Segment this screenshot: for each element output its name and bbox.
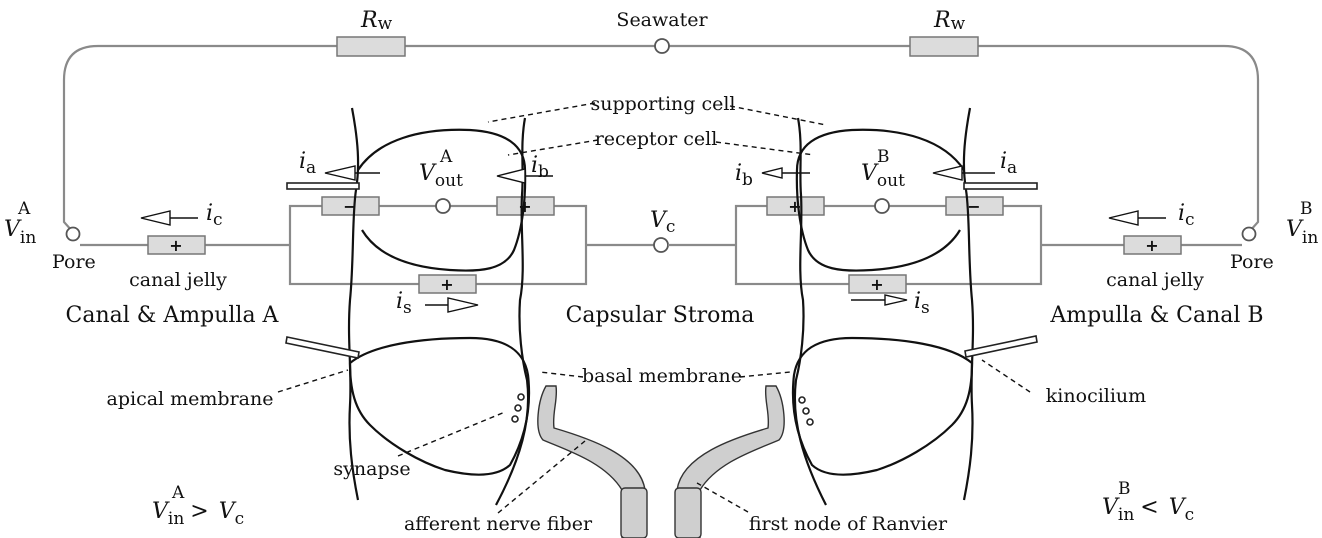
sign-stroma-b: + (870, 275, 883, 294)
leader-apical-membrane (277, 369, 349, 393)
apical-bar-b (963, 182, 1038, 190)
label-ia-right: ia (1000, 149, 1017, 178)
leader-supporting-cell-right (729, 105, 827, 126)
label-ampulla-canal-b: Ampulla & Canal B (1049, 303, 1263, 328)
label-supporting-cell: supporting cell (590, 93, 735, 115)
label-afferent-nerve-fiber: afferent nerve fiber (404, 513, 593, 535)
stroma-resistor-b (848, 274, 907, 294)
basal-cell-a (348, 336, 531, 476)
node-of-ranvier-b (674, 487, 702, 538)
cell-boundary-right-outer (962, 107, 975, 501)
arrow-is-b-head (884, 294, 908, 306)
label-ic-right: ic (1178, 201, 1195, 230)
synapse-vesicle-a3 (511, 415, 519, 423)
label-vc: Vc (650, 208, 675, 237)
apical-resistor-b (945, 196, 1004, 216)
node-of-ranvier-a (620, 487, 648, 538)
arrow-ic-left-head (140, 210, 171, 226)
leader-receptor-cell-left (507, 139, 599, 156)
label-vout-a-sup: A (439, 147, 453, 167)
arrow-ib-b-head (761, 167, 783, 179)
label-basal-membrane: basal membrane (582, 365, 742, 387)
label-is-left: is (396, 289, 412, 318)
seawater-node (654, 38, 670, 54)
synapse-vesicle-a2 (514, 404, 522, 412)
leader-kinocilium (981, 359, 1031, 393)
label-canal-ampulla-a: Canal & Ampulla A (66, 303, 280, 328)
label-vout-a: Vout (419, 161, 463, 191)
label-vin-b-ineq: Vin < Vc (1102, 495, 1194, 525)
cell-boundary-right-inner (793, 117, 827, 506)
leader-basal-membrane-left (539, 371, 584, 378)
label-vin-a-ineq: Vin > Vc (152, 499, 244, 529)
label-pore-right: Pore (1230, 251, 1274, 273)
label-synapse: synapse (333, 458, 410, 480)
sign-canal-jelly-right: + (1145, 236, 1158, 255)
canal-jelly-resistor-left (147, 235, 206, 255)
label-vin-b-ineq-sup: B (1118, 479, 1131, 499)
receptor-cell-a (357, 128, 527, 272)
label-first-node-ranvier: first node of Ranvier (749, 513, 948, 535)
receptor-cell-b (795, 128, 965, 272)
label-ia-left: ia (299, 149, 316, 178)
leader-first-node (696, 482, 749, 513)
label-canal-jelly-left: canal jelly (129, 269, 227, 291)
synapse-vesicle-a1 (517, 393, 525, 401)
label-is-right: is (914, 289, 930, 318)
label-ib-left: ib (531, 153, 549, 182)
arrow-is-a-head (447, 297, 479, 313)
seawater-resistor-right (909, 36, 979, 57)
label-vin-a-ineq-sup: A (171, 483, 185, 503)
synapse-vesicle-b3 (806, 418, 814, 426)
canal-jelly-resistor-right (1123, 235, 1182, 255)
basal-cell-b (791, 336, 974, 476)
vout-node-a (435, 198, 451, 214)
label-apical-membrane: apical membrane (107, 388, 274, 410)
vout-node-b (874, 198, 890, 214)
leader-basal-membrane-right (739, 371, 791, 378)
label-pore-left: Pore (52, 251, 96, 273)
label-vin-b: Vin (1286, 217, 1318, 248)
label-seawater: Seawater (616, 9, 708, 31)
leader-receptor-cell-right (715, 141, 815, 156)
apical-bar-a (286, 182, 360, 190)
label-vout-b: Vout (861, 161, 905, 191)
label-vin-a-sup: A (17, 199, 31, 219)
label-ic-left: ic (206, 201, 223, 230)
pore-node-right (1241, 226, 1257, 242)
sign-apical-b: − (967, 197, 980, 216)
synapse-vesicle-b2 (802, 407, 810, 415)
kinocilium-a (285, 336, 360, 359)
label-ib-right: ib (735, 161, 753, 190)
vc-node (653, 237, 669, 253)
arrow-ia-head (324, 165, 356, 181)
label-vin-a: Vin (4, 217, 36, 248)
label-kinocilium: kinocilium (1046, 385, 1146, 407)
apical-resistor-a (321, 196, 380, 216)
label-receptor-cell: receptor cell (595, 128, 718, 150)
label-capsular-stroma: Capsular Stroma (566, 303, 755, 328)
sign-canal-jelly-left: + (169, 236, 182, 255)
label-rw-right: Rw (933, 8, 966, 34)
leader-afferent-nerve (497, 440, 586, 514)
sign-stroma-a: + (440, 275, 453, 294)
kinocilium-b (964, 335, 1038, 358)
leader-synapse (397, 411, 506, 457)
label-canal-jelly-right: canal jelly (1106, 269, 1204, 291)
arrow-ia-b-head (932, 165, 963, 181)
pore-node-left (65, 226, 81, 242)
label-vin-b-sup: B (1300, 199, 1313, 219)
stroma-resistor-a (418, 274, 477, 294)
label-vout-b-sup: B (877, 147, 890, 167)
left-box-wire (288, 204, 588, 286)
arrow-ib-head (496, 168, 526, 184)
basal-resistor-b (766, 196, 825, 216)
seawater-resistor-left (336, 36, 406, 57)
label-rw-left: Rw (360, 8, 393, 34)
leader-supporting-cell-left (487, 102, 596, 123)
synapse-vesicle-b1 (798, 396, 806, 404)
right-box-wire (734, 204, 1043, 286)
arrow-ic-right-head (1108, 210, 1139, 226)
